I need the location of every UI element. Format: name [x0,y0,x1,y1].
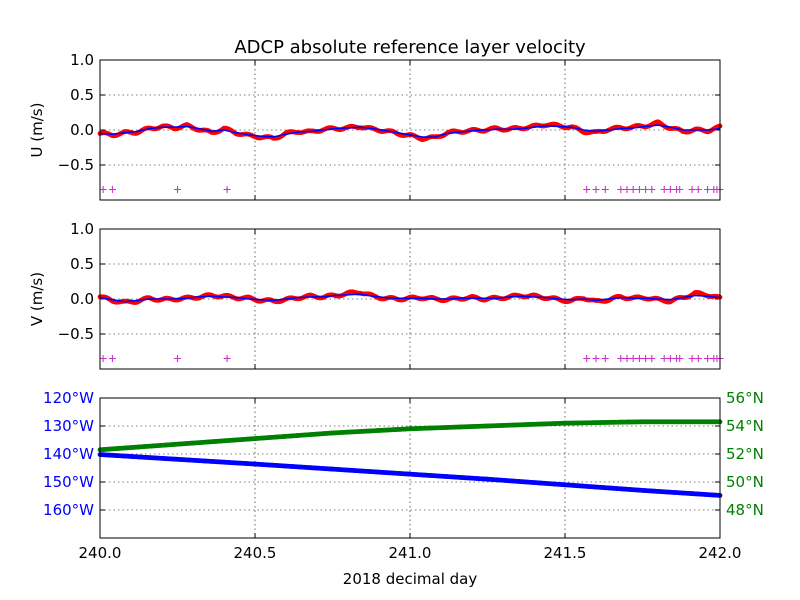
flag-marker [676,186,684,193]
y-tick-label: 1.0 [70,51,94,69]
figure-title: ADCP absolute reference layer velocity [234,37,586,58]
flag-marker [108,186,116,193]
right-y-tick-label: 56°N [726,389,764,407]
left-y-tick-label: 130°W [43,417,94,435]
y-tick-label: 0.5 [70,86,94,104]
flag-marker [629,186,637,193]
flag-marker [629,355,637,362]
flag-marker [601,355,609,362]
flag-marker [648,355,656,362]
flag-marker [99,355,107,362]
flag-marker [617,355,625,362]
flag-marker [666,355,674,362]
smoothed-line [99,124,721,138]
flag-marker [694,186,702,193]
x-axis-label: 2018 decimal day [343,570,478,588]
flag-marker [223,355,231,362]
flag-marker [635,355,643,362]
left-y-tick-label: 140°W [43,445,94,463]
flag-marker [676,355,684,362]
flag-marker [688,355,696,362]
left-y-tick-label: 160°W [43,501,94,519]
y-tick-label: 0.5 [70,255,94,273]
right-y-tick-label: 48°N [726,501,764,519]
flag-marker [648,186,656,193]
latitude-series [97,419,723,453]
flag-marker [583,186,591,193]
panel-v-velocity: 1.0 0.5 0.0 −0.5 V (m/s) [28,220,724,370]
flag-marker [174,355,181,362]
flag-marker [635,186,643,193]
axes-frame [99,397,721,539]
y-axis-label: V (m/s) [28,272,46,326]
flag-marker [592,186,600,193]
flag-marker [601,186,609,193]
flag-marker [642,355,650,362]
flag-marker [617,186,625,193]
right-y-tick-label: 52°N [726,445,764,463]
flag-marker [623,355,631,362]
y-tick-label: 0.0 [70,290,94,308]
flag-marker [694,355,702,362]
x-tick-label: 240.0 [79,544,122,562]
flag-marker [704,186,712,193]
left-y-tick-label: 150°W [43,473,94,491]
flag-marker [592,355,600,362]
y-tick-label: −0.5 [58,156,94,174]
y-tick-label: −0.5 [58,325,94,343]
axes-frame [99,59,721,201]
flag-marker [660,355,668,362]
panel-position: 240.0 240.5 241.0 241.5 242.0 120°W 130°W 140°W… [43,389,764,562]
y-tick-label: 1.0 [70,220,94,238]
x-tick-label: 242.0 [699,544,742,562]
x-tick-label: 241.5 [544,544,587,562]
y-axis-label: U (m/s) [28,103,46,158]
axes-frame [99,228,721,370]
right-y-tick-label: 50°N [726,473,764,491]
flag-marker [666,186,674,193]
flag-marker [174,186,181,193]
flag-marker [108,355,116,362]
y-tick-label: 0.0 [70,121,94,139]
flag-marker [660,186,668,193]
x-tick-label: 240.5 [234,544,277,562]
flag-marker [99,186,107,193]
panel-u-velocity: 1.0 0.5 0.0 −0.5 U (m/s) [28,51,724,201]
longitude-series [97,452,723,498]
smoothed-line [99,293,721,303]
flag-marker [623,186,631,193]
flag-marker [583,355,591,362]
flag-marker [223,186,231,193]
x-tick-label: 241.0 [389,544,432,562]
flag-marker [642,186,650,193]
flag-marker [704,355,712,362]
right-y-tick-label: 54°N [726,417,764,435]
flag-marker [688,186,696,193]
left-y-tick-label: 120°W [43,389,94,407]
